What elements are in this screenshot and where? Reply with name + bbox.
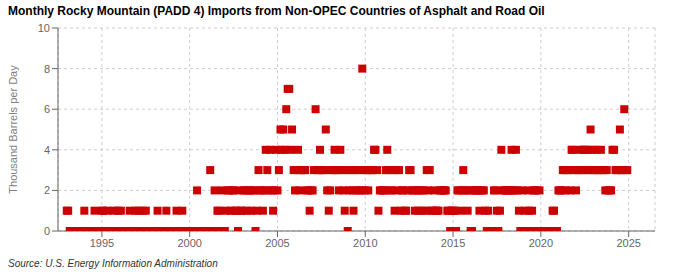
- svg-text:2010: 2010: [353, 237, 377, 249]
- svg-text:2020: 2020: [529, 237, 553, 249]
- html-text:Monthly Rocky Mountain (PADD 4: Monthly Rocky Mountain (PADD 4) Imports …: [8, 4, 545, 18]
- svg-text:2: 2: [44, 184, 50, 196]
- svg-text:Thousand Barrels per Day: Thousand Barrels per Day: [8, 65, 19, 194]
- svg-text:2015: 2015: [441, 237, 465, 249]
- svg-text:2005: 2005: [265, 237, 289, 249]
- svg-text:6: 6: [44, 103, 50, 115]
- svg-text:8: 8: [44, 63, 50, 75]
- svg-text:2000: 2000: [177, 237, 201, 249]
- svg-text:2025: 2025: [616, 237, 640, 249]
- svg-text:1995: 1995: [90, 237, 114, 249]
- svg-text:0: 0: [44, 225, 50, 237]
- svg-text:4: 4: [44, 144, 50, 156]
- html-text:Source: U.S. Energy Informatio: Source: U.S. Energy Information Administ…: [8, 258, 218, 269]
- svg-text:10: 10: [38, 22, 50, 34]
